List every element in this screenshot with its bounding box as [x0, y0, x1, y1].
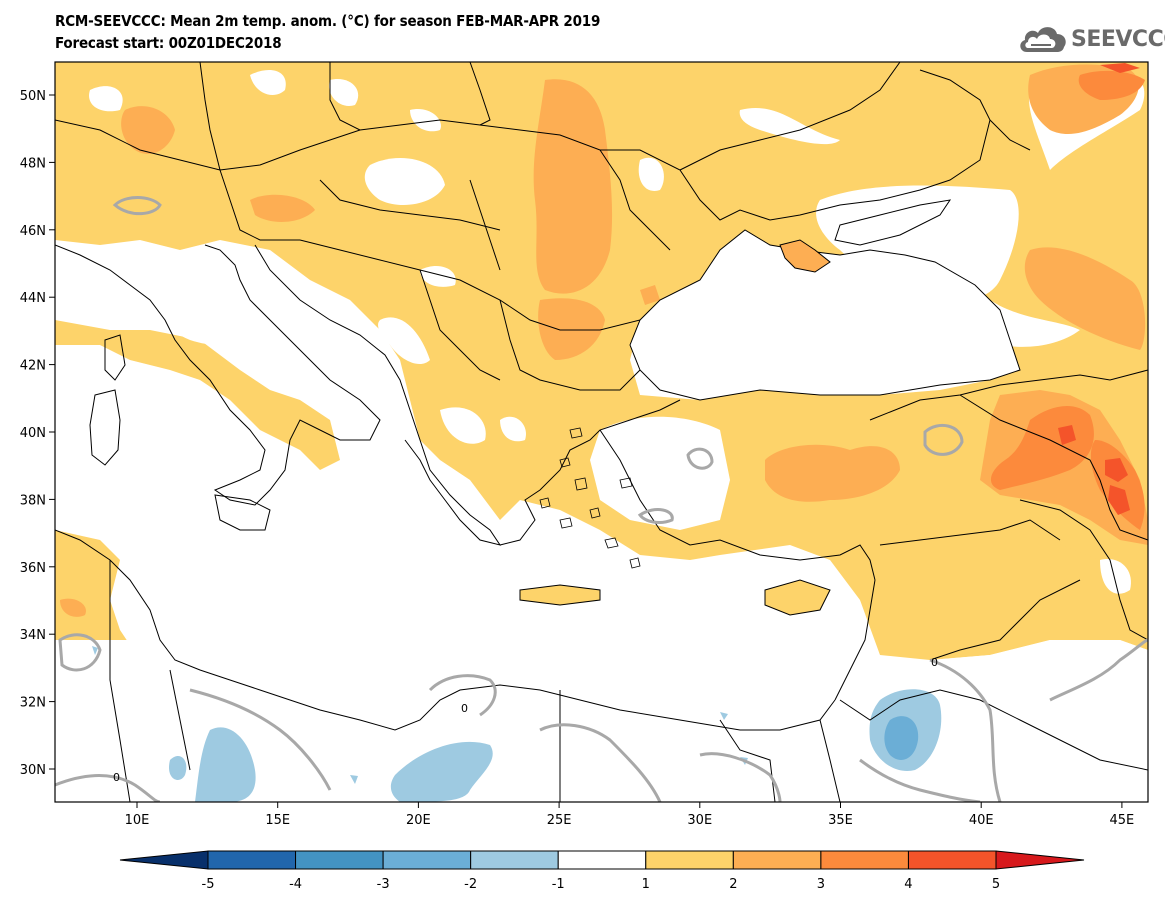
- anomaly-minus-2-3-region: [884, 716, 919, 760]
- colorbar-tick-label: -1: [552, 877, 565, 892]
- colorbar-tick-label: -5: [202, 877, 215, 892]
- lat-tick-label: 46N: [20, 224, 46, 239]
- lat-tick-label: 30N: [20, 763, 46, 778]
- black-sea: [629, 199, 1021, 401]
- colorbar-tick-label: 1: [642, 877, 650, 892]
- lat-tick-label: 36N: [20, 561, 46, 576]
- colorbar-min-arrow: [119, 850, 209, 870]
- lat-tick-label: 34N: [20, 628, 46, 643]
- lat-tick-label: 42N: [20, 359, 46, 374]
- colorbar-segment: [732, 850, 822, 870]
- colorbar-tick-label: -4: [289, 877, 302, 892]
- contour-label: 0: [931, 656, 938, 669]
- lon-tick-label: 40E: [969, 813, 994, 828]
- cloud-icon: [1017, 22, 1069, 56]
- colorbar-segment: [645, 850, 734, 870]
- seevccc-logo: SEEVCCC: [1017, 22, 1165, 56]
- colorbar-segment: [557, 850, 647, 870]
- lat-tick-label: 32N: [20, 696, 46, 711]
- colorbar-tick-label: 5: [992, 877, 1000, 892]
- lat-tick-label: 44N: [20, 291, 46, 306]
- lat-tick-label: 48N: [20, 156, 46, 171]
- colorbar-segment: [207, 850, 297, 870]
- lon-tick-label: 10E: [125, 813, 150, 828]
- colorbar-max-arrow: [995, 850, 1085, 870]
- lon-tick-label: 30E: [687, 813, 712, 828]
- zero-contours: [55, 196, 1148, 802]
- colorbar: -5 -4 -3 -2 -1 1 2 3 4 5: [119, 850, 1085, 892]
- colorbar-segment: [470, 850, 559, 870]
- contour-label: 0: [461, 702, 468, 715]
- coastlines-and-borders: [55, 62, 1148, 802]
- anomaly-4-5-region: [1058, 63, 1140, 515]
- colorbar-segment: [907, 850, 997, 870]
- colorbar-tick-label: 2: [729, 877, 737, 892]
- aegean-islands: [539, 427, 641, 569]
- lon-tick-label: 25E: [547, 813, 572, 828]
- colorbar-tick-label: -2: [464, 877, 477, 892]
- colorbar-segment: [820, 850, 909, 870]
- colorbar-tick-label: -3: [377, 877, 390, 892]
- lat-tick-label: 38N: [20, 493, 46, 508]
- contour-label: 0: [113, 771, 120, 784]
- lat-tick-label: 40N: [20, 426, 46, 441]
- lon-tick-label: 45E: [1110, 813, 1135, 828]
- colorbar-tick-label: 4: [904, 877, 912, 892]
- colorbar-tick-label: 3: [817, 877, 825, 892]
- lat-tick-label: 50N: [20, 89, 46, 104]
- latitude-axis: 50N 48N 46N 44N 42N 40N 38N 36N 34N 32N 30N: [20, 89, 55, 778]
- map-title: RCM-SEEVCCC: Mean 2m temp. anom. (°C) fo…: [55, 12, 601, 30]
- forecast-start-label: Forecast start: 00Z01DEC2018: [55, 34, 282, 52]
- lon-tick-label: 15E: [265, 813, 290, 828]
- colorbar-segment: [295, 850, 384, 870]
- longitude-axis: 10E 15E 20E 25E 30E 35E 40E 45E: [125, 802, 1135, 828]
- lon-tick-label: 20E: [406, 813, 431, 828]
- logo-text: SEEVCCC: [1071, 26, 1165, 52]
- lon-tick-label: 35E: [828, 813, 853, 828]
- colorbar-segment: [382, 850, 472, 870]
